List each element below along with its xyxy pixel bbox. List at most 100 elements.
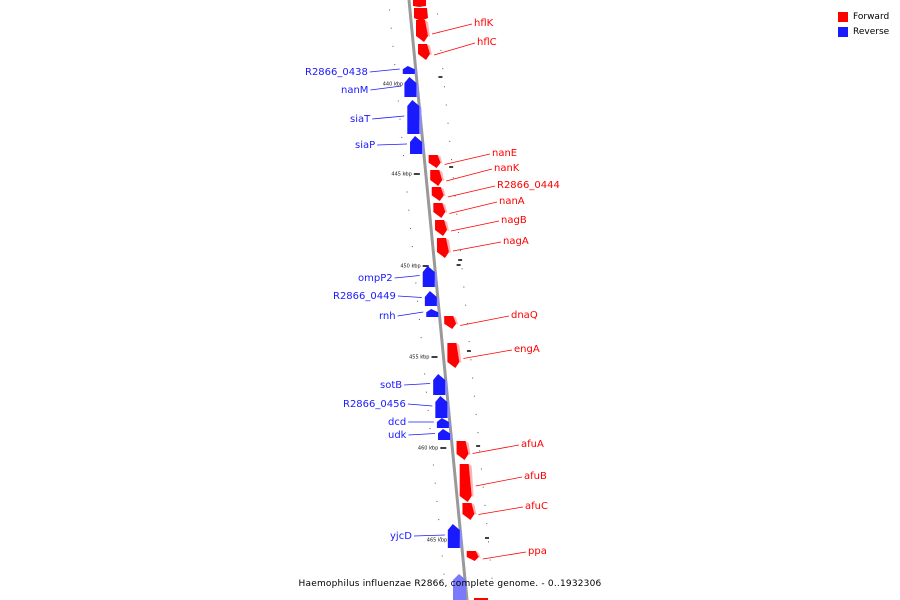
legend-item-forward[interactable]: Forward — [838, 9, 889, 24]
gene-afuA[interactable]: afuA — [456, 439, 544, 460]
gene-arrow-side — [475, 551, 481, 558]
gene-label[interactable]: nanE — [492, 148, 517, 159]
gene-label[interactable]: R2866_0456 — [343, 399, 406, 410]
gene-afuC[interactable]: afuC — [462, 501, 548, 520]
gene-label[interactable]: nanM — [341, 85, 368, 96]
gene-label[interactable]: siaT — [350, 114, 371, 125]
gene-label[interactable]: R2866_0444 — [497, 180, 560, 191]
gene-label[interactable]: hflK — [474, 18, 494, 29]
forward-swatch — [838, 11, 848, 22]
gene-arrow — [422, 266, 435, 287]
gene-arrow-side — [414, 69, 417, 74]
gene-label-leader — [447, 185, 496, 198]
gene-nanE[interactable]: nanE — [428, 148, 518, 168]
gene-label[interactable]: R2866_0449 — [333, 291, 396, 302]
gene-rnh[interactable]: rnh — [379, 309, 441, 322]
gene-label[interactable]: siaP — [355, 140, 375, 151]
gene-label-leader — [404, 383, 431, 386]
gene-nanM[interactable]: nanM — [341, 77, 419, 97]
gene-label[interactable]: yjcD — [390, 531, 412, 542]
gene-label[interactable]: afuA — [521, 439, 544, 450]
legend-forward-label: Forward — [853, 11, 890, 22]
gene-arrow-side — [468, 464, 474, 497]
gene-arrow-side — [437, 155, 443, 164]
gene-arrow — [435, 396, 448, 418]
gene-arrow-side — [422, 142, 425, 154]
gene-arrow-side — [440, 187, 446, 197]
gene-R2866_0456[interactable]: R2866_0456 — [343, 396, 450, 418]
gene-label[interactable]: afuC — [525, 501, 548, 512]
gene-arrow-side — [438, 312, 441, 317]
gene-ppa[interactable]: ppa — [466, 546, 547, 561]
gene-siaP[interactable]: siaP — [355, 136, 425, 154]
scale-tick-label: 450 kbp — [400, 264, 420, 270]
gene-arrow-side — [456, 343, 462, 363]
gene-label[interactable]: rnh — [379, 311, 396, 322]
gene-arrow-side — [442, 203, 448, 213]
gene-nagB[interactable]: nagB — [435, 215, 527, 236]
gene-label[interactable]: ompP2 — [358, 273, 393, 284]
gene-arrow-side — [424, 20, 430, 37]
gene-ompP2[interactable]: ompP2 — [358, 266, 437, 287]
gene-label[interactable]: afuB — [524, 471, 547, 482]
gene-arrow — [456, 441, 469, 460]
gene-R2866_0444[interactable]: R2866_0444 — [431, 180, 560, 201]
scale-tick-label: 455 kbp — [409, 355, 429, 361]
gene-label-leader — [452, 241, 502, 252]
gene-label[interactable]: udk — [388, 430, 407, 441]
gene-arrow — [415, 20, 428, 42]
gene-arrow-side — [444, 220, 450, 231]
gene-arrow — [413, 0, 426, 7]
gene-R2866_0438[interactable]: R2866_0438 — [305, 66, 417, 78]
gene-nanA[interactable]: nanA — [433, 196, 525, 218]
gene-nagA[interactable]: nagA — [436, 236, 529, 258]
gene-label[interactable]: engA — [514, 344, 540, 355]
gene-udk[interactable]: udk — [388, 429, 453, 441]
gene-arrow-side — [453, 316, 459, 325]
legend-item-reverse[interactable]: Reverse — [838, 24, 889, 39]
gene-label[interactable]: nanK — [494, 163, 520, 174]
gene-sotB[interactable]: sotB — [380, 374, 448, 395]
gene-arrow — [426, 309, 439, 317]
gene-label-leader — [433, 42, 476, 56]
gene-arrow — [459, 464, 472, 502]
gene-arrow-side — [445, 238, 451, 253]
gene-label[interactable]: dnaQ — [511, 310, 538, 321]
gene-afuB[interactable]: afuB — [459, 464, 547, 502]
gene-label-leader — [446, 168, 493, 182]
gene-arrow — [453, 574, 466, 600]
reverse-swatch — [838, 26, 848, 37]
gene-arrow — [414, 8, 428, 21]
gene-arrow-side — [434, 272, 437, 287]
gene-R2866_0449[interactable]: R2866_0449 — [333, 291, 439, 306]
scale-tick-label: 445 kbp — [391, 172, 411, 178]
gene-partial-bottom[interactable] — [413, 0, 488, 600]
gene-yjcD[interactable]: yjcD — [390, 524, 462, 548]
gene-arrow — [435, 220, 448, 236]
gene-arrow — [462, 503, 475, 520]
gene-label[interactable]: nanA — [499, 196, 525, 207]
gene-label[interactable]: nagA — [503, 236, 529, 247]
gene-hflK[interactable]: hflK — [415, 18, 494, 42]
gene-label[interactable]: sotB — [380, 380, 402, 391]
scale-tick-label: 465 kbp — [427, 538, 447, 544]
gene-dcd[interactable]: dcd — [388, 417, 451, 428]
gene-label[interactable]: nagB — [501, 215, 527, 226]
gene-label-leader — [370, 85, 402, 91]
gene-arrow — [430, 170, 443, 186]
gene-label-leader — [475, 476, 523, 487]
gene-nanK[interactable]: nanK — [430, 163, 520, 186]
gene-arrow-side — [447, 402, 450, 418]
gene-label-leader — [397, 295, 422, 298]
gene-siaT[interactable]: siaT — [350, 100, 422, 134]
gene-label[interactable]: dcd — [388, 417, 406, 428]
gene-label[interactable]: ppa — [528, 546, 547, 557]
gene-hflC[interactable]: hflC — [418, 37, 497, 60]
gene-label-leader — [449, 201, 498, 214]
gene-label[interactable]: hflC — [477, 37, 497, 48]
gene-engA[interactable]: engA — [447, 343, 540, 368]
gene-label[interactable]: R2866_0438 — [305, 67, 368, 78]
gene-arrow — [404, 77, 417, 97]
gene-dnaQ[interactable]: dnaQ — [444, 310, 538, 329]
